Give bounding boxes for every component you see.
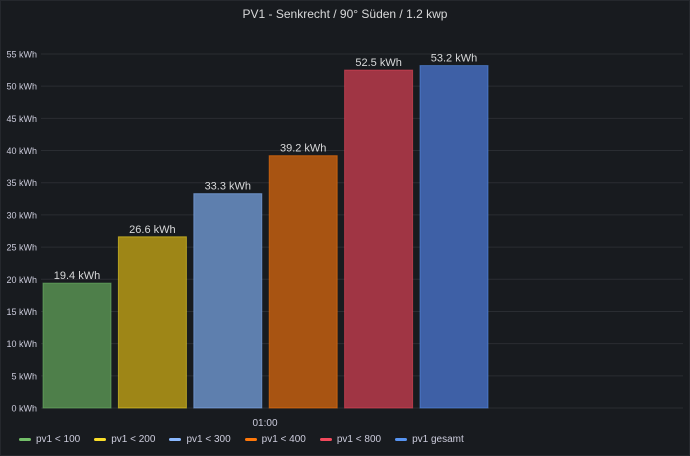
y-tick-label: 55 kWh bbox=[6, 50, 37, 60]
legend-label: pv1 < 100 bbox=[36, 434, 81, 445]
legend-label: pv1 < 200 bbox=[111, 434, 156, 445]
y-tick-label: 40 kWh bbox=[6, 146, 37, 156]
legend-item[interactable]: pv1 < 400 bbox=[244, 434, 306, 445]
y-tick-label: 15 kWh bbox=[6, 307, 37, 317]
legend-item[interactable]: pv1 < 100 bbox=[19, 434, 80, 445]
y-tick-label: 20 kWh bbox=[6, 275, 37, 285]
bar-3[interactable] bbox=[193, 193, 263, 409]
legend-swatch bbox=[94, 438, 107, 441]
bar-5[interactable] bbox=[344, 69, 414, 409]
legend-item[interactable]: pv1 < 300 bbox=[169, 434, 231, 445]
y-tick-label: 45 kWh bbox=[6, 114, 37, 124]
bar-value-label: 26.6 kWh bbox=[129, 224, 175, 236]
bar-value-label: 19.4 kWh bbox=[54, 270, 100, 282]
y-axis-ticks: 0 kWh 5 kWh 10 kWh 15 kWh 20 kWh 25 kWh 30 kWh… bbox=[6, 50, 37, 414]
legend-swatch bbox=[395, 438, 408, 441]
bar-chart: 0 kWh 5 kWh 10 kWh 15 kWh 20 kWh 25 kWh 30 kWh… bbox=[6, 50, 683, 429]
legend-label: pv1 gesamt bbox=[412, 434, 464, 445]
legend: pv1 < 100 pv1 < 200 pv1 < 300 pv1 < 400 pv1 … bbox=[19, 434, 464, 445]
legend-label: pv1 < 300 bbox=[186, 434, 231, 445]
y-tick-label: 35 kWh bbox=[6, 178, 37, 188]
legend-item[interactable]: pv1 gesamt bbox=[395, 434, 464, 445]
data-labels: 19.4 kWh 26.6 kWh 33.3 kWh 39.2 kWh 52.5 kWh… bbox=[54, 53, 477, 283]
bar-1[interactable] bbox=[42, 282, 112, 409]
x-tick-label: 01:00 bbox=[252, 418, 277, 429]
y-tick-label: 50 kWh bbox=[6, 82, 37, 92]
y-tick-label: 5 kWh bbox=[11, 371, 37, 381]
legend-swatch bbox=[19, 438, 31, 441]
legend-swatch bbox=[319, 438, 332, 441]
y-tick-label: 10 kWh bbox=[6, 339, 37, 349]
legend-label: pv1 < 400 bbox=[261, 434, 306, 445]
legend-label: pv1 < 800 bbox=[336, 434, 382, 445]
panel-title: PV1 - Senkrecht / 90° Süden / 1.2 kwp bbox=[242, 7, 448, 21]
bar-value-label: 52.5 kWh bbox=[355, 57, 401, 69]
bars bbox=[42, 65, 489, 409]
legend-swatch bbox=[169, 438, 182, 441]
legend-swatch bbox=[244, 438, 257, 441]
bar-4[interactable] bbox=[268, 155, 338, 409]
y-tick-label: 30 kWh bbox=[6, 210, 37, 220]
y-tick-label: 0 kWh bbox=[11, 404, 37, 414]
bar-value-label: 33.3 kWh bbox=[205, 181, 251, 193]
bar-value-label: 53.2 kWh bbox=[431, 53, 477, 65]
y-tick-label: 25 kWh bbox=[6, 243, 37, 253]
bar-2[interactable] bbox=[117, 236, 187, 409]
bar-6[interactable] bbox=[419, 65, 489, 409]
legend-item[interactable]: pv1 < 800 bbox=[319, 434, 382, 445]
legend-item[interactable]: pv1 < 200 bbox=[94, 434, 155, 445]
bar-value-label: 39.2 kWh bbox=[280, 143, 326, 155]
